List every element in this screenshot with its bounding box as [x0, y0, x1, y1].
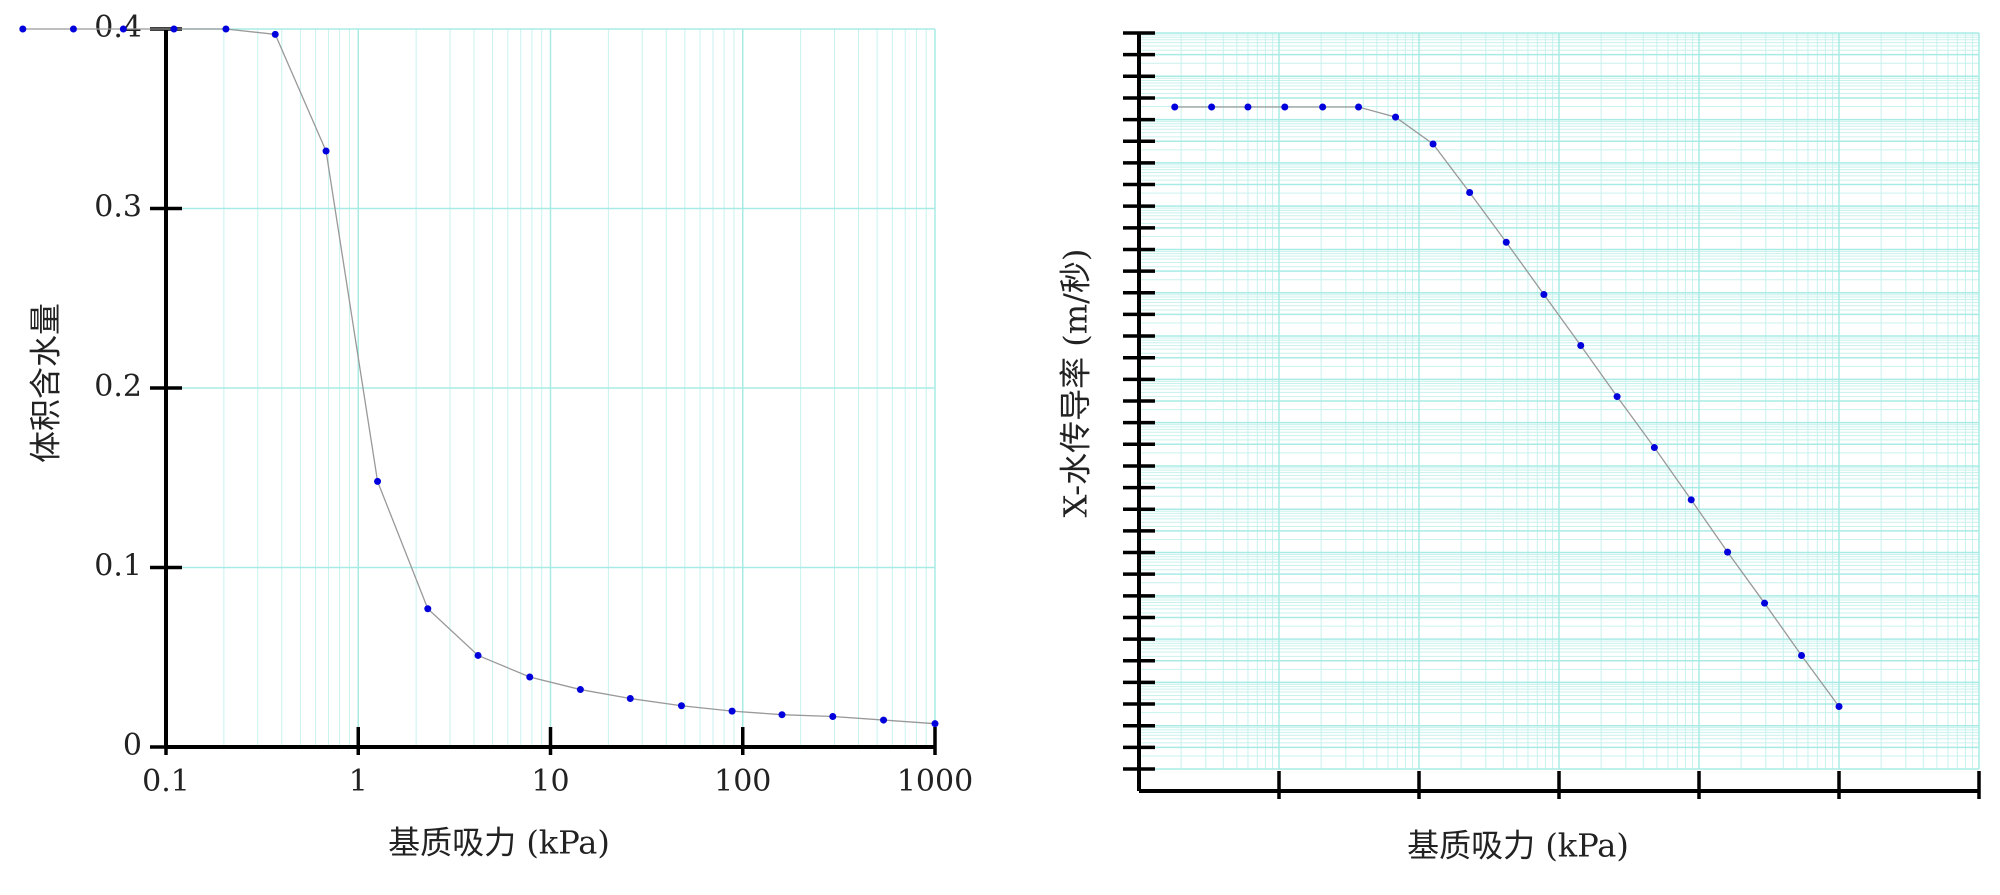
data-point: [19, 25, 27, 33]
y-tick-label: 0.1: [94, 549, 142, 584]
curve: [1174, 106, 1840, 707]
data-point: [1835, 702, 1843, 710]
data-point: [1687, 496, 1695, 504]
data-point: [1724, 548, 1732, 556]
data-point: [1355, 103, 1363, 111]
x-tick-label: 0.1: [142, 764, 190, 799]
data-point: [1392, 113, 1400, 121]
data-point: [1171, 103, 1179, 111]
data-point: [1244, 103, 1252, 111]
data-point: [1502, 238, 1510, 246]
data-point: [271, 30, 279, 38]
data-point: [119, 25, 127, 33]
y-tick-label: 0: [123, 728, 142, 763]
data-point: [1319, 103, 1327, 111]
data-point: [728, 707, 736, 715]
data-point: [69, 25, 77, 33]
x-tick-label: 1000: [897, 764, 973, 799]
data-point: [677, 702, 685, 710]
data-point: [880, 716, 888, 724]
data-point: [1540, 291, 1548, 299]
data-point: [1208, 103, 1216, 111]
data-point: [424, 605, 432, 613]
data-point: [526, 673, 534, 681]
x-axis-label: 基质吸力 (kPa): [388, 824, 610, 862]
data-point: [1613, 393, 1621, 401]
data-point: [1577, 342, 1585, 350]
curve: [22, 28, 936, 725]
data-point: [1650, 444, 1658, 452]
data-point: [931, 720, 939, 728]
data-point: [1466, 188, 1474, 196]
x-axis-label: 基质吸力 (kPa): [1407, 827, 1629, 865]
y-axis-label: 体积含水量: [27, 303, 65, 463]
data-point: [222, 25, 230, 33]
data-point: [778, 711, 786, 719]
data-point: [1798, 651, 1806, 659]
data-point: [1281, 103, 1289, 111]
x-tick-label: 100: [714, 764, 771, 799]
y-tick-label: 0.2: [94, 369, 142, 404]
data-point: [170, 25, 178, 33]
x-tick-label: 1: [349, 764, 368, 799]
data-point: [829, 712, 837, 720]
data-point: [374, 477, 382, 485]
data-point: [474, 651, 482, 659]
y-tick-label: 0.4: [94, 10, 142, 45]
data-point: [1429, 140, 1437, 148]
data-point: [322, 147, 330, 155]
data-point: [1761, 599, 1769, 607]
y-tick-label: 0.3: [94, 190, 142, 225]
y-axis-label: X-水传导率 (m/秒): [1057, 249, 1095, 518]
data-point: [626, 695, 634, 703]
x-tick-label: 10: [531, 764, 569, 799]
data-point: [576, 686, 584, 694]
